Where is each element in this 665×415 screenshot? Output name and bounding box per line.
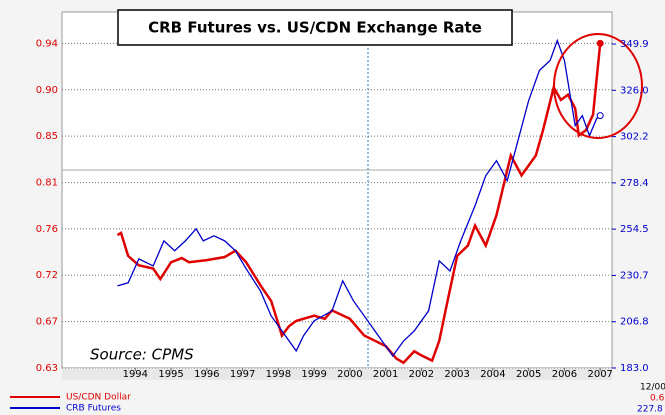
x-tick-label: 2006: [552, 369, 577, 380]
y-tick-label: 0.63: [36, 363, 58, 374]
y-tick-label: 0.72: [36, 270, 58, 281]
x-tick-label: 1995: [158, 369, 183, 380]
footer-date: 12/00: [640, 383, 665, 393]
y2-tick-label: 278.4: [620, 178, 649, 189]
y-tick-label: 0.94: [36, 38, 58, 49]
y2-tick-label: 254.5: [620, 224, 649, 235]
y-tick-label: 0.67: [36, 317, 58, 328]
y2-tick-label: 349.9: [620, 39, 649, 50]
x-tick-label: 2004: [480, 369, 505, 380]
x-tick-label: 2003: [444, 369, 469, 380]
chart-title: CRB Futures vs. US/CDN Exchange Rate: [148, 19, 482, 37]
legend-label: CRB Futures: [66, 404, 121, 414]
x-tick-label: 2005: [516, 369, 541, 380]
y2-tick-label: 183.0: [620, 363, 649, 374]
footer-value: 227.8: [637, 405, 663, 415]
y-tick-label: 0.81: [36, 178, 58, 189]
y2-tick-label: 302.2: [620, 132, 649, 143]
end-marker: [596, 112, 604, 120]
footer-value: 0.6: [650, 394, 665, 404]
end-marker: [596, 39, 604, 47]
title-box: [117, 9, 513, 46]
x-tick-label: 1998: [266, 369, 291, 380]
y2-tick-label: 230.7: [620, 270, 649, 281]
y-tick-label: 0.90: [36, 85, 58, 96]
x-tick-label: 2002: [409, 369, 434, 380]
y-tick-label: 0.85: [36, 131, 58, 142]
plot-area: [61, 11, 613, 369]
x-axis-band: [62, 368, 612, 380]
x-tick-label: 1994: [123, 369, 148, 380]
x-tick-label: 2000: [337, 369, 362, 380]
series-line: [116, 43, 602, 365]
annotation: Source: CPMS: [90, 346, 194, 364]
x-tick-label: 1996: [194, 369, 219, 380]
highlight-circle: [553, 33, 643, 139]
x-tick-label: 2001: [373, 369, 398, 380]
y-tick-label: 0.76: [36, 224, 58, 235]
x-tick-label: 1997: [230, 369, 255, 380]
series-line: [117, 38, 601, 358]
x-tick-label: 1999: [301, 369, 326, 380]
y2-tick-label: 206.8: [620, 317, 649, 328]
x-tick-label: 2007: [587, 369, 612, 380]
y2-tick-label: 326.0: [620, 85, 649, 96]
legend-label: US/CDN Dollar: [66, 393, 131, 403]
